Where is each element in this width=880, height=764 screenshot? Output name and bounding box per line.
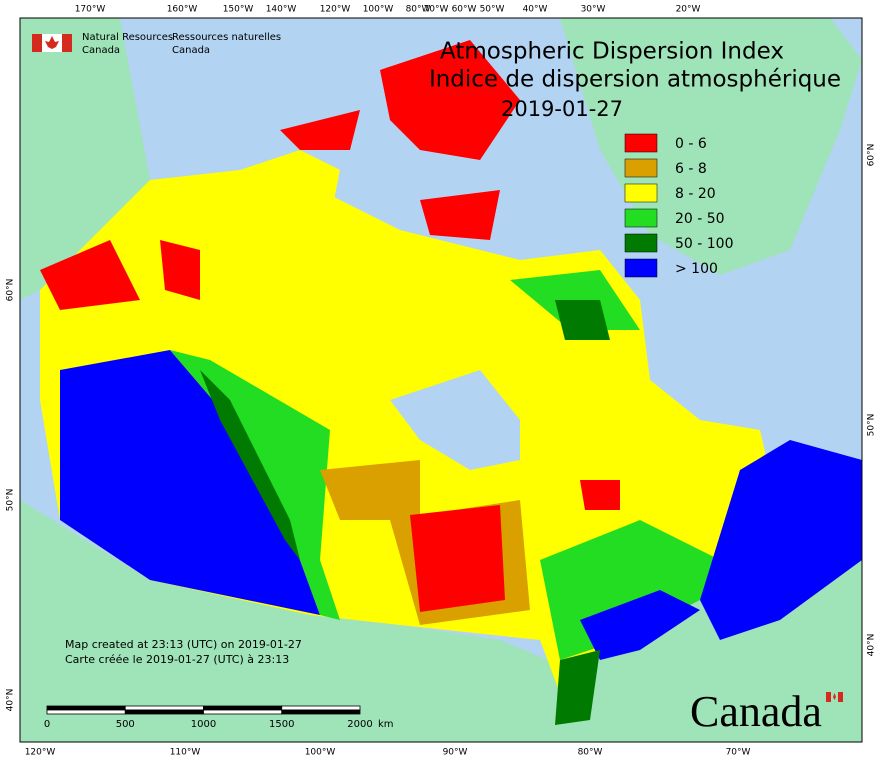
lat-label: 60°N bbox=[867, 144, 877, 167]
org-en: Canada bbox=[82, 45, 120, 56]
ontario-low bbox=[410, 505, 505, 612]
lat-label: 40°N bbox=[6, 689, 16, 712]
note: Carte créée le 2019-01-27 (UTC) à 23:13 bbox=[65, 653, 289, 666]
lat-label: 40°N bbox=[867, 634, 877, 657]
legend-label: 20 - 50 bbox=[675, 211, 725, 227]
lon-label: 170°W bbox=[75, 5, 106, 15]
legend-label: 6 - 8 bbox=[675, 161, 707, 177]
atlantic-high bbox=[700, 440, 862, 640]
flag-bar bbox=[826, 692, 831, 702]
scale-segment bbox=[46, 705, 126, 711]
map-date: 2019-01-27 bbox=[501, 97, 623, 121]
lon-label: 110°W bbox=[170, 748, 201, 758]
scale-bar: 0 500 1000 1500 2000 km bbox=[44, 705, 394, 730]
labrador-dark bbox=[555, 300, 610, 340]
lat-label: 60°N bbox=[6, 279, 16, 302]
nrcan-logo: Natural Resources Canada Ressources natu… bbox=[32, 32, 281, 56]
scale-label: 1000 bbox=[191, 719, 216, 730]
lat-label: 50°N bbox=[867, 414, 877, 437]
scale-label: 500 bbox=[116, 719, 135, 730]
lon-label: 100°W bbox=[363, 5, 394, 15]
scale-unit: km bbox=[378, 719, 394, 730]
mountain-band-dark bbox=[200, 370, 300, 560]
legend-label: 0 - 6 bbox=[675, 136, 707, 152]
lon-label: 90°W bbox=[443, 748, 468, 758]
lon-label: 120°W bbox=[320, 5, 351, 15]
scale-segment bbox=[281, 705, 361, 711]
arctic-islands bbox=[240, 150, 340, 220]
lon-label: 20°W bbox=[676, 5, 701, 15]
lon-label: 80°W bbox=[406, 5, 431, 15]
alaska bbox=[20, 18, 150, 300]
lon-label: 40°W bbox=[523, 5, 548, 15]
lon-label: 80°W bbox=[578, 748, 603, 758]
org-fr: Canada bbox=[172, 45, 210, 56]
scale-label: 1500 bbox=[269, 719, 294, 730]
lon-label: 70°W bbox=[424, 5, 449, 15]
arctic-low-west bbox=[280, 110, 360, 150]
legend-swatch bbox=[624, 208, 658, 228]
legend: 0 - 6 6 - 8 8 - 20 20 - 50 50 - 100 > 100 bbox=[624, 133, 734, 278]
legend-label: 50 - 100 bbox=[675, 236, 734, 252]
lon-label: 50°W bbox=[480, 5, 505, 15]
legend-swatch bbox=[624, 158, 658, 178]
wordmark: Canada bbox=[690, 687, 822, 736]
lon-label: 100°W bbox=[305, 748, 336, 758]
legend-swatch bbox=[624, 183, 658, 203]
bc-index-high bbox=[60, 350, 320, 615]
legend-swatch bbox=[624, 233, 658, 253]
canada-wordmark: Canada bbox=[690, 687, 843, 736]
usa bbox=[20, 500, 862, 742]
note: Map created at 23:13 (UTC) on 2019-01-27 bbox=[65, 638, 302, 651]
st-lawrence-high bbox=[580, 590, 700, 660]
scale-segment bbox=[203, 709, 283, 715]
baffin-low bbox=[420, 190, 500, 240]
graticule-labels: 170°W 160°W 150°W 140°W 120°W 100°W 80°W70°W 60… bbox=[6, 5, 877, 758]
yukon-low bbox=[40, 240, 140, 310]
scale-segment bbox=[124, 705, 204, 711]
flag-bar bbox=[62, 34, 72, 52]
legend-swatch bbox=[624, 258, 658, 278]
quebec-low bbox=[580, 480, 620, 510]
scale-label: 2000 bbox=[347, 719, 372, 730]
org-fr: Ressources naturelles bbox=[172, 32, 281, 43]
arctic-low-north bbox=[380, 40, 520, 160]
southern-ontario bbox=[555, 650, 600, 725]
flag-bar bbox=[838, 692, 843, 702]
lon-label: 160°W bbox=[167, 5, 198, 15]
maple-leaf bbox=[45, 36, 59, 49]
scale-label: 0 bbox=[44, 719, 50, 730]
scale-segment bbox=[124, 709, 204, 715]
map-area bbox=[20, 18, 862, 742]
lon-label: 60°W bbox=[452, 5, 477, 15]
title-fr: Indice de dispersion atmosphérique bbox=[429, 67, 841, 93]
legend-label: 8 - 20 bbox=[675, 186, 716, 202]
org-en: Natural Resources bbox=[82, 32, 173, 43]
nwt-low bbox=[160, 240, 200, 300]
lon-label: 120°W bbox=[25, 748, 56, 758]
lat-label: 50°N bbox=[6, 489, 16, 512]
title-en: Atmospheric Dispersion Index bbox=[440, 39, 784, 65]
greenland bbox=[560, 18, 862, 275]
legend-swatch bbox=[624, 133, 658, 153]
scale-segment bbox=[203, 705, 283, 711]
maple-leaf bbox=[833, 693, 836, 700]
hudson-bay bbox=[390, 370, 520, 470]
lon-label: 70°W bbox=[726, 748, 751, 758]
flag-bar bbox=[32, 34, 42, 52]
legend-label: > 100 bbox=[675, 261, 718, 277]
manitoba-mid bbox=[320, 460, 420, 520]
scale-segment bbox=[46, 709, 126, 715]
lon-label: 140°W bbox=[266, 5, 297, 15]
lon-label: 150°W bbox=[223, 5, 254, 15]
lon-label: 30°W bbox=[581, 5, 606, 15]
map-frame bbox=[19, 17, 863, 743]
scale-segment bbox=[281, 709, 361, 715]
